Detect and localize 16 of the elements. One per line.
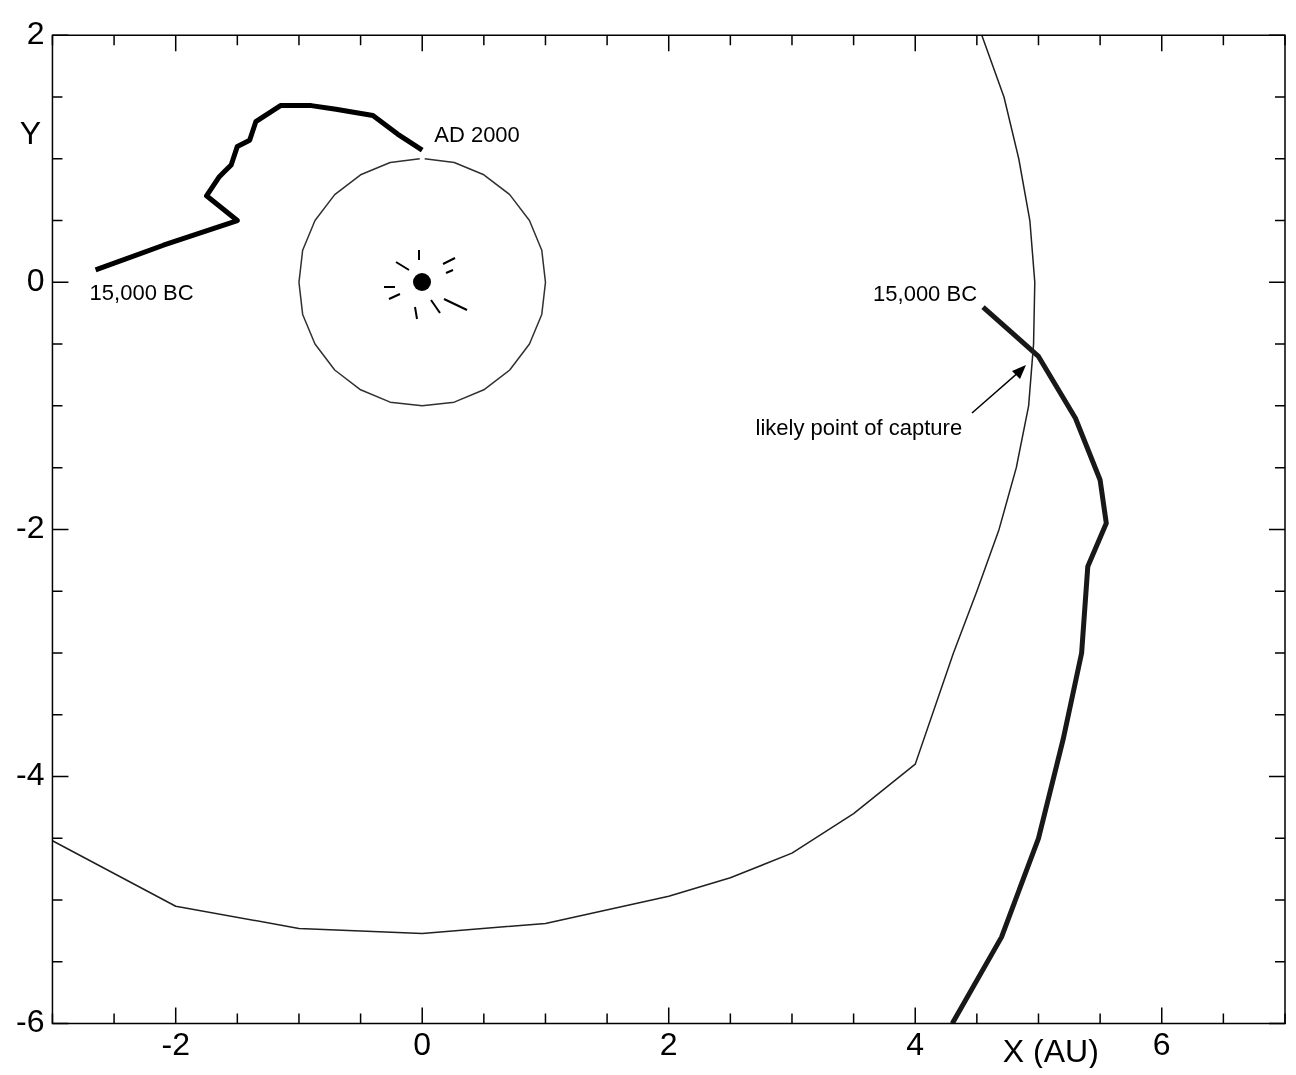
- y-tick-label: 0: [26, 262, 45, 299]
- x-tick-label: 6: [1152, 1025, 1171, 1062]
- x-tick-label: 4: [906, 1025, 925, 1062]
- y-tick-label: -2: [16, 509, 45, 546]
- annotation: likely point of capture: [755, 415, 963, 441]
- y-axis-title: Y: [19, 114, 42, 151]
- y-tick-label: 2: [26, 15, 45, 52]
- annotation: 15,000 BC: [873, 281, 978, 307]
- y-tick-label: -4: [16, 756, 45, 793]
- annotation: 15,000 BC: [89, 279, 194, 305]
- x-tick-label: 0: [413, 1025, 432, 1062]
- y-tick-label: -6: [16, 1003, 45, 1040]
- x-tick-label: 2: [659, 1025, 678, 1062]
- x-tick-label: -2: [161, 1025, 190, 1062]
- annotation: AD 2000: [434, 122, 520, 148]
- x-axis-title: X (AU): [1002, 1033, 1099, 1069]
